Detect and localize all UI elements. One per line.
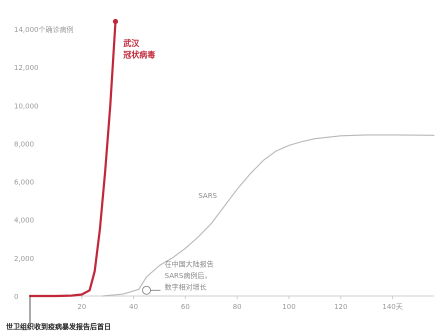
y-tick-label: 4,000 bbox=[14, 217, 34, 225]
y-tick-label: 10,000 bbox=[14, 102, 39, 110]
x-tick-label: 120 bbox=[334, 303, 347, 311]
y-tick-label: 2,000 bbox=[14, 255, 34, 263]
series-end-point bbox=[112, 18, 119, 25]
y-tick-label: 12,000 bbox=[14, 64, 39, 72]
note-line-1: 在中国大陆报告 bbox=[165, 259, 214, 268]
y-tick-label: 0 bbox=[14, 293, 18, 301]
x-tick-label: 40 bbox=[129, 303, 138, 311]
series-line-sars bbox=[101, 134, 435, 297]
wuhan-label-line1: 武汉 bbox=[123, 38, 140, 48]
note-line-3: 数字相对增长 bbox=[165, 282, 207, 291]
wuhan-label-line2: 冠状病毒 bbox=[123, 50, 155, 60]
x-tick-label: 60 bbox=[181, 303, 190, 311]
x-tick-label: 140天 bbox=[382, 303, 402, 311]
note-line-2: SARS病例后， bbox=[165, 271, 212, 280]
y-tick-label: 6,000 bbox=[14, 179, 34, 187]
note-marker-circle bbox=[142, 285, 151, 295]
sars-label: SARS bbox=[198, 192, 217, 200]
x-axis-caption: 世卫组织收到疫病暴发报告后首日 bbox=[6, 322, 111, 331]
series-line-wuhan bbox=[28, 20, 117, 298]
y-axis-title: 14,000个确诊病例 bbox=[14, 25, 74, 34]
y-axis-ticks: 0 2,000 4,000 6,000 8,000 10,000 12,000 14,000个… bbox=[14, 25, 74, 301]
x-tick-label: 80 bbox=[233, 303, 242, 311]
x-tick-label: 100 bbox=[282, 303, 295, 311]
y-tick-label: 8,000 bbox=[14, 140, 34, 148]
x-tick-label: 20 bbox=[77, 303, 86, 311]
